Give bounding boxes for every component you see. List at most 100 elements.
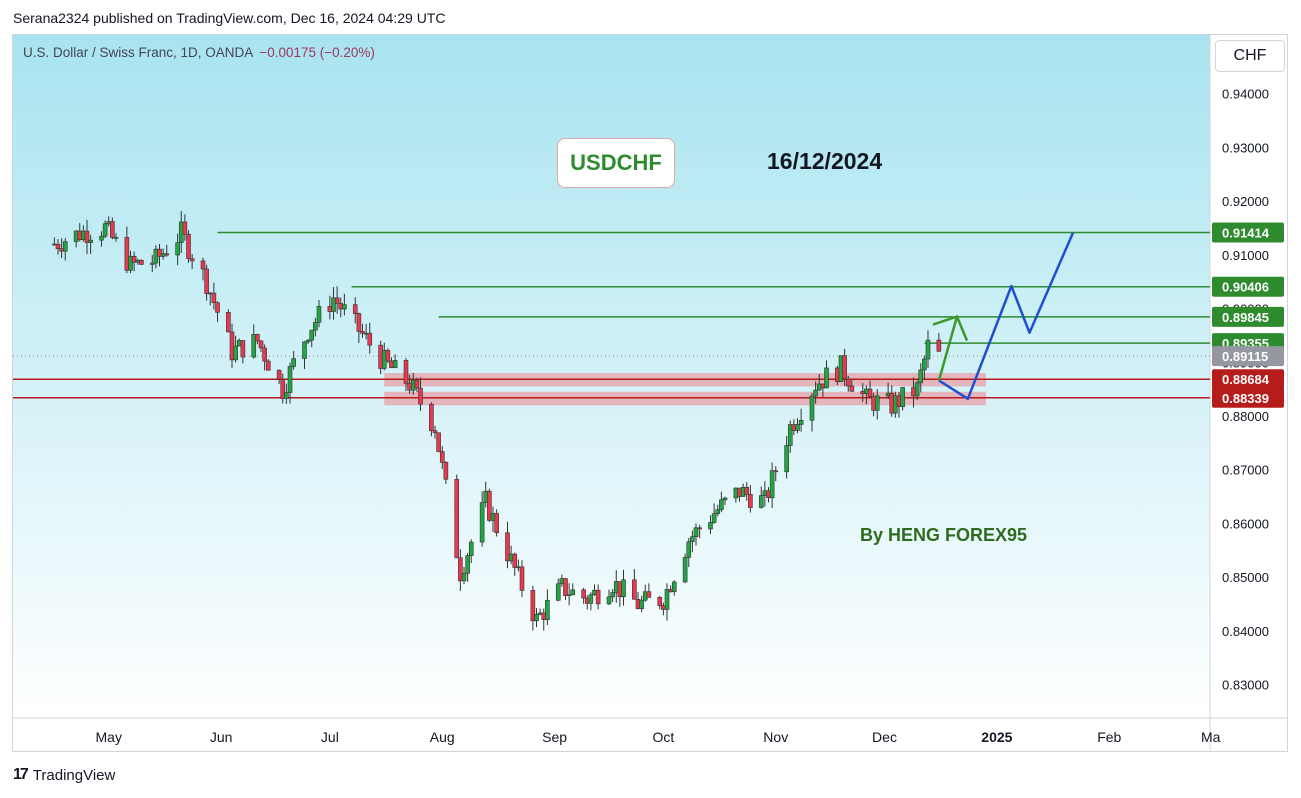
- candle-body: [88, 239, 93, 243]
- candle-body: [164, 253, 170, 256]
- level-price-tag-bg: [1212, 387, 1284, 408]
- candle-body: [719, 499, 724, 511]
- price-tick-label: 0.84000: [1222, 624, 1269, 639]
- tradingview-logo-icon: 17: [13, 766, 29, 783]
- candle-body: [534, 614, 539, 622]
- candle-body: [925, 339, 931, 360]
- candle-body: [468, 541, 474, 556]
- candle-body: [429, 403, 434, 431]
- candle-body: [316, 306, 322, 323]
- level-price-tag: 0.91414: [1222, 226, 1270, 241]
- candle-body: [711, 513, 717, 523]
- candle-body: [813, 389, 818, 397]
- time-tick-label: Jul: [321, 729, 339, 745]
- candle-body: [798, 420, 804, 425]
- candle-body: [867, 388, 873, 397]
- candle-body: [461, 572, 467, 582]
- time-tick-label: Oct: [652, 729, 674, 745]
- price-tick-label: 0.92000: [1222, 194, 1269, 209]
- candle-body: [545, 599, 550, 620]
- time-tick-label: May: [96, 729, 122, 745]
- candle-body: [342, 304, 347, 310]
- candle-body: [385, 350, 391, 362]
- symbol-name: U.S. Dollar / Swiss Franc, 1D, OANDA: [23, 45, 254, 60]
- candle-body: [874, 395, 880, 411]
- candle-body: [744, 487, 750, 495]
- candle-body: [255, 334, 260, 342]
- candle-body: [443, 462, 449, 480]
- candle-body: [773, 470, 779, 473]
- horizontal-levels: [13, 231, 1210, 399]
- candle-body: [128, 255, 133, 271]
- candle-body: [211, 292, 217, 303]
- candle-body: [458, 557, 463, 582]
- price-tick-label: 0.83000: [1222, 678, 1269, 693]
- candle-body: [664, 589, 670, 610]
- candle-body: [302, 341, 307, 359]
- candle-body: [671, 581, 677, 593]
- last-price-tag-bg: [1212, 346, 1284, 367]
- candle-body: [189, 258, 195, 262]
- candle-body: [519, 566, 525, 591]
- candle-body: [646, 591, 652, 598]
- time-tick-label: Feb: [1097, 729, 1121, 745]
- candle-body: [200, 260, 206, 270]
- forecast-paths: [932, 232, 1075, 401]
- candle-body: [849, 385, 855, 392]
- candle-body: [595, 589, 601, 605]
- candle-body: [784, 445, 789, 473]
- candles: [52, 211, 942, 631]
- candle-body: [657, 597, 663, 606]
- candle-body: [494, 513, 499, 534]
- candle-body: [606, 596, 612, 605]
- candle-body: [149, 262, 155, 265]
- candle-body: [309, 329, 315, 341]
- forecast-path-green: [937, 316, 959, 381]
- candle-body: [360, 331, 365, 334]
- candle-body: [258, 340, 264, 349]
- time-tick-label: Jun: [210, 729, 233, 745]
- candle-body: [215, 302, 220, 313]
- symbol-legend[interactable]: U.S. Dollar / Swiss Franc, 1D, OANDA −0.0…: [23, 45, 375, 60]
- candle-body: [465, 555, 470, 574]
- candle-body: [581, 589, 586, 599]
- candle-body: [240, 340, 246, 358]
- symbol-change: −0.00175 (−0.20%): [259, 45, 375, 60]
- forecast-arrow-head: [932, 315, 969, 342]
- candle-body: [414, 379, 420, 389]
- currency-button[interactable]: CHF: [1215, 40, 1285, 72]
- candle-body: [182, 221, 188, 235]
- candle-body: [291, 358, 296, 367]
- price-tick-label: 0.86000: [1222, 516, 1269, 531]
- candle-body: [280, 378, 286, 399]
- candle-body: [432, 430, 438, 434]
- price-tick-label: 0.93000: [1222, 140, 1269, 155]
- level-price-labels: 0.914140.904060.898450.893550.886840.883…: [1212, 222, 1284, 408]
- tradingview-footer[interactable]: 17 TradingView: [13, 766, 115, 784]
- candle-body: [226, 312, 231, 333]
- candle-body: [262, 347, 267, 362]
- candle-body: [454, 478, 460, 559]
- candle-body: [418, 387, 423, 405]
- candle-body: [102, 223, 108, 237]
- time-tick-label: 2025: [981, 729, 1012, 745]
- publish-caption: Serana2324 published on TradingView.com,…: [13, 10, 446, 26]
- candle-body: [842, 355, 847, 380]
- candle-body: [479, 502, 485, 543]
- candle-body: [682, 557, 688, 583]
- candle-body: [690, 536, 695, 543]
- candle-body: [139, 260, 144, 265]
- candle-body: [563, 578, 568, 596]
- candle-body: [639, 599, 644, 609]
- candle-body: [55, 243, 61, 249]
- level-price-tag-bg: [1212, 222, 1284, 243]
- time-tick-label: Ma: [1201, 729, 1221, 745]
- candle-body: [936, 339, 942, 352]
- time-tick-label: Dec: [872, 729, 897, 745]
- candle-body: [439, 451, 445, 463]
- candle-body: [845, 378, 851, 387]
- price-tick-label: 0.85000: [1222, 570, 1269, 585]
- candle-body: [530, 590, 536, 622]
- candle-body: [758, 495, 764, 508]
